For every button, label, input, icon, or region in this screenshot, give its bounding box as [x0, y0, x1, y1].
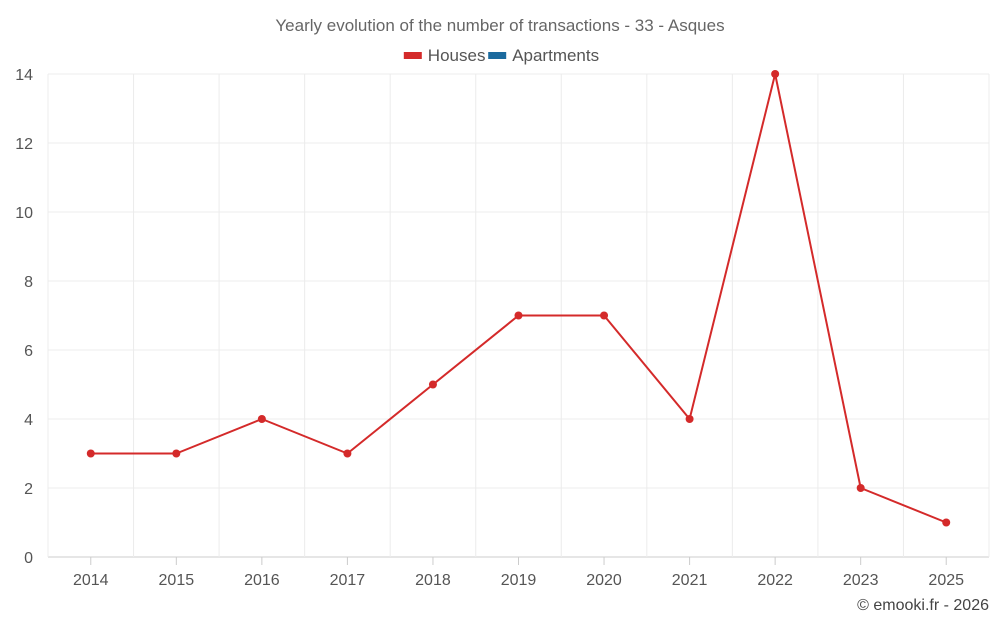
- credit-text: © emooki.fr - 2026: [857, 597, 989, 614]
- data-point[interactable]: [685, 415, 694, 423]
- y-axis: 0 2 4 6 8 10 12 14: [15, 67, 33, 567]
- data-point[interactable]: [942, 518, 951, 527]
- legend: Houses Apartments: [403, 46, 599, 65]
- x-tick-label: 2018: [415, 572, 451, 589]
- grid: [47, 73, 990, 558]
- data-point[interactable]: [343, 449, 352, 458]
- data-point[interactable]: [771, 70, 780, 78]
- legend-item-apartments[interactable]: Apartments: [488, 46, 599, 65]
- x-tick-label: 2019: [501, 572, 537, 589]
- x-tick-label: 2017: [330, 572, 366, 589]
- x-tick-label: 2014: [73, 572, 109, 589]
- y-tick-label: 6: [24, 343, 33, 360]
- y-tick-label: 4: [24, 412, 33, 429]
- x-tick-label: 2020: [586, 572, 622, 589]
- legend-item-houses[interactable]: Houses: [403, 46, 486, 65]
- data-point[interactable]: [856, 484, 865, 492]
- legend-label: Apartments: [512, 46, 599, 65]
- data-point[interactable]: [257, 415, 266, 423]
- legend-label: Houses: [428, 46, 486, 65]
- y-tick-label: 2: [24, 481, 33, 498]
- x-tick-label: 2021: [672, 572, 708, 589]
- data-point[interactable]: [514, 311, 523, 320]
- x-tick-label: 2016: [244, 572, 280, 589]
- y-tick-label: 8: [24, 274, 33, 291]
- legend-swatch: [403, 52, 422, 59]
- plot-area: [86, 70, 951, 527]
- y-tick-label: 14: [15, 67, 33, 84]
- chart-title: Yearly evolution of the number of transa…: [275, 16, 724, 35]
- data-point[interactable]: [428, 380, 437, 389]
- y-tick-label: 10: [15, 205, 33, 222]
- legend-swatch: [488, 52, 507, 59]
- x-tick-label: 2022: [757, 572, 793, 589]
- x-tick-label: 2015: [159, 572, 195, 589]
- x-tick-label: 2023: [843, 572, 879, 589]
- data-point[interactable]: [600, 311, 609, 320]
- x-axis: 2014 2015 2016 2017 2018 2019 2020 2021 2022 2023…: [73, 557, 964, 589]
- x-tick-label: 2025: [928, 572, 964, 589]
- data-point[interactable]: [86, 449, 95, 458]
- y-tick-label: 12: [15, 136, 33, 153]
- y-tick-label: 0: [24, 550, 33, 567]
- data-point[interactable]: [172, 449, 181, 458]
